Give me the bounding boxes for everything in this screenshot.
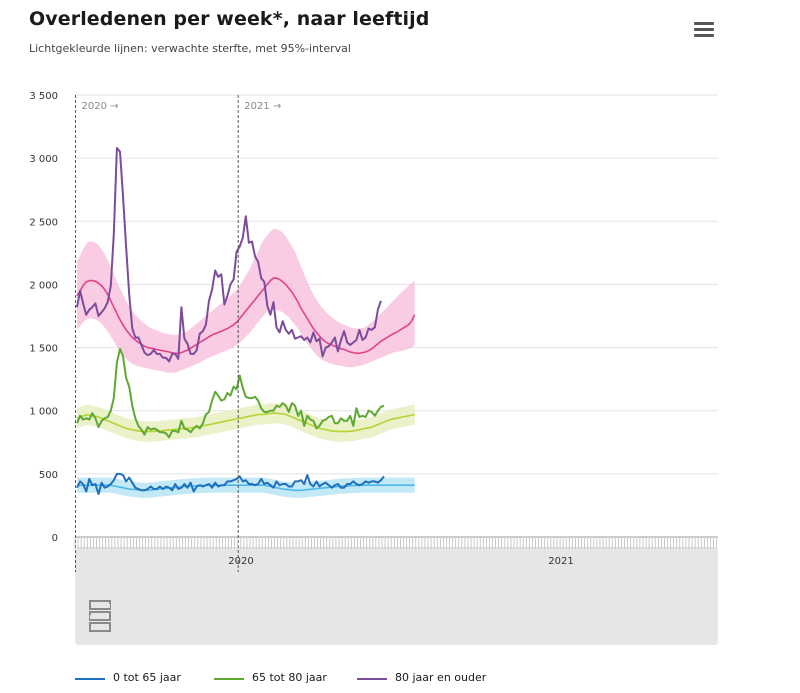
year-marker: 2021 → (244, 101, 281, 112)
legend-label: 80 jaar en ouder (395, 671, 487, 684)
expected-bands (77, 228, 415, 498)
y-tick-label: 2 500 (29, 217, 58, 228)
grid-lines (75, 94, 718, 538)
expected-band (77, 228, 415, 373)
y-tick-label: 1 500 (29, 344, 58, 355)
legend-swatch (357, 678, 387, 680)
series-line (76, 472, 385, 496)
y-tick-label: 500 (39, 470, 58, 481)
series-lines (76, 147, 385, 496)
y-tick-label: 0 (52, 533, 58, 544)
cbs-logo-icon (89, 600, 111, 632)
series-line (76, 147, 382, 363)
y-tick-label: 3 500 (29, 91, 58, 102)
chart-subtitle: Lichtgekleurde lijnen: verwachte sterfte… (29, 42, 351, 55)
expected-band (77, 403, 415, 442)
y-tick-label: 1 000 (29, 407, 58, 418)
legend-label: 0 tot 65 jaar (113, 671, 181, 684)
legend-label: 65 tot 80 jaar (252, 671, 327, 684)
chart-title: Overledenen per week*, naar leeftijd (29, 8, 430, 30)
x-tick-label: 2020 (228, 556, 253, 567)
expected-line (76, 277, 416, 355)
y-tick-label: 2 000 (29, 280, 58, 291)
expected-band (77, 477, 415, 498)
legend-swatch (75, 678, 105, 680)
hamburger-menu-icon[interactable] (694, 22, 714, 38)
legend-swatch (214, 678, 244, 680)
expected-line (76, 412, 415, 433)
year-dividers: 2020 → 2021 → (75, 95, 281, 572)
y-tick-label: 3 000 (29, 154, 58, 165)
y-axis: 0 500 1 000 1 500 2 000 2 500 3 000 3 500 (29, 91, 58, 544)
x-axis: 2020 2021 (74, 538, 718, 567)
series-line (76, 347, 385, 439)
x-tick-label: 2021 (548, 556, 573, 567)
year-marker: 2020 → (82, 101, 119, 112)
footer-band (75, 547, 718, 645)
